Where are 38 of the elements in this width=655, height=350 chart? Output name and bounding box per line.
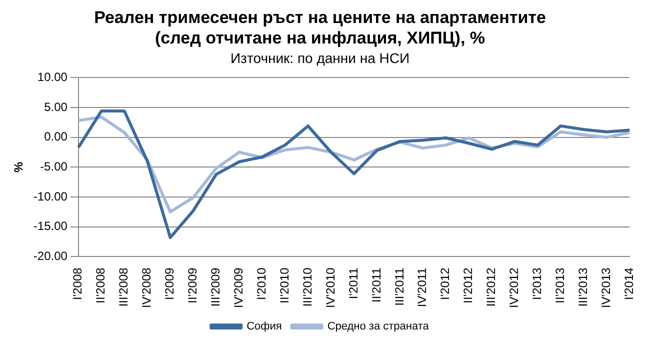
x-tick-label: I'2013 xyxy=(530,267,544,300)
x-tick-label: III'2009 xyxy=(208,267,223,307)
x-tick-label: III'2012 xyxy=(484,267,498,307)
x-tick-label: I'2014 xyxy=(622,267,636,300)
y-tick-label: 0.00 xyxy=(44,130,68,144)
y-tick-label: -10.00 xyxy=(33,189,68,204)
chart-subtitle: Източник: по данни на НСИ xyxy=(230,50,410,66)
x-tick-label: IV'2010 xyxy=(323,267,338,308)
legend-label: София xyxy=(246,320,282,333)
x-tick-label: II'2011 xyxy=(369,267,384,302)
x-tick-label: IV'2009 xyxy=(231,267,246,308)
x-tick-label: II'2010 xyxy=(277,267,292,304)
y-tick-label: -5.00 xyxy=(40,159,68,174)
x-tick-label: II'2012 xyxy=(461,267,476,304)
text: Реален тримесечен ръст на цените на апартаментите xyxy=(94,8,546,27)
x-tick-label: III'2010 xyxy=(300,267,314,307)
y-tick-label: 10.00 xyxy=(37,70,68,84)
y-axis-title: % xyxy=(12,161,26,172)
legend-label: Средно за страната xyxy=(327,320,430,333)
x-tick-label: I'2009 xyxy=(162,267,177,300)
text: (след отчитане на инфлация, ХИПЦ), % xyxy=(154,28,486,48)
x-tick-label: IV'2011 xyxy=(415,267,430,308)
x-tick-label: IV'2008 xyxy=(140,267,154,308)
y-tick-label: -20.00 xyxy=(33,248,68,263)
y-tick-label: -15.00 xyxy=(33,219,68,234)
y-tick-label: 5.00 xyxy=(44,100,68,114)
x-tick-label: I'2011 xyxy=(346,267,360,300)
x-tick-label: IV'2012 xyxy=(507,267,522,308)
x-tick-label: I'2012 xyxy=(438,267,452,300)
x-tick-label: III'2008 xyxy=(116,267,131,307)
x-tick-label: I'2008 xyxy=(70,267,85,300)
x-tick-label: II'2008 xyxy=(94,267,108,304)
x-tick-label: II'2013 xyxy=(553,267,568,304)
x-tick-label: III'2013 xyxy=(576,267,590,307)
x-tick-label: III'2011 xyxy=(392,267,406,306)
x-tick-label: I'2010 xyxy=(254,267,268,300)
x-tick-label: IV'2013 xyxy=(598,267,613,308)
x-tick-label: II'2009 xyxy=(186,267,200,304)
